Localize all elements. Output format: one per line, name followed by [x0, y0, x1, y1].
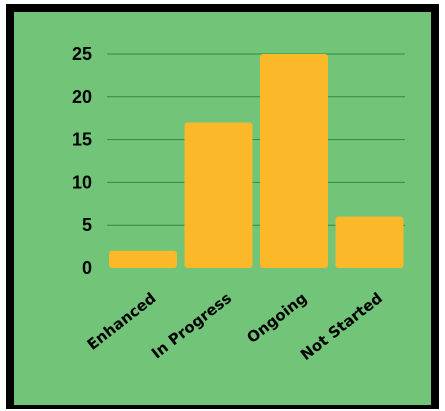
y-tick-label: 20: [72, 87, 92, 107]
x-tick-label: Not Started: [297, 289, 386, 364]
bar-not-started: [335, 216, 404, 268]
y-tick-label: 15: [72, 130, 92, 150]
y-tick-label: 5: [82, 215, 92, 235]
y-tick-label: 25: [72, 44, 92, 64]
bars: [109, 54, 404, 268]
y-axis-ticks: 0 5 10 15 20 25: [72, 44, 92, 278]
bar-ongoing: [260, 54, 328, 268]
x-tick-label: Enhanced: [84, 289, 160, 354]
x-tick-label: In Progress: [148, 289, 235, 363]
gridlines: [107, 53, 405, 226]
y-tick-label: 10: [72, 172, 92, 192]
bar-enhanced: [109, 250, 177, 268]
bar-in-progress: [184, 122, 253, 268]
y-tick-label: 0: [82, 258, 92, 278]
x-tick-label: Ongoing: [243, 289, 310, 347]
